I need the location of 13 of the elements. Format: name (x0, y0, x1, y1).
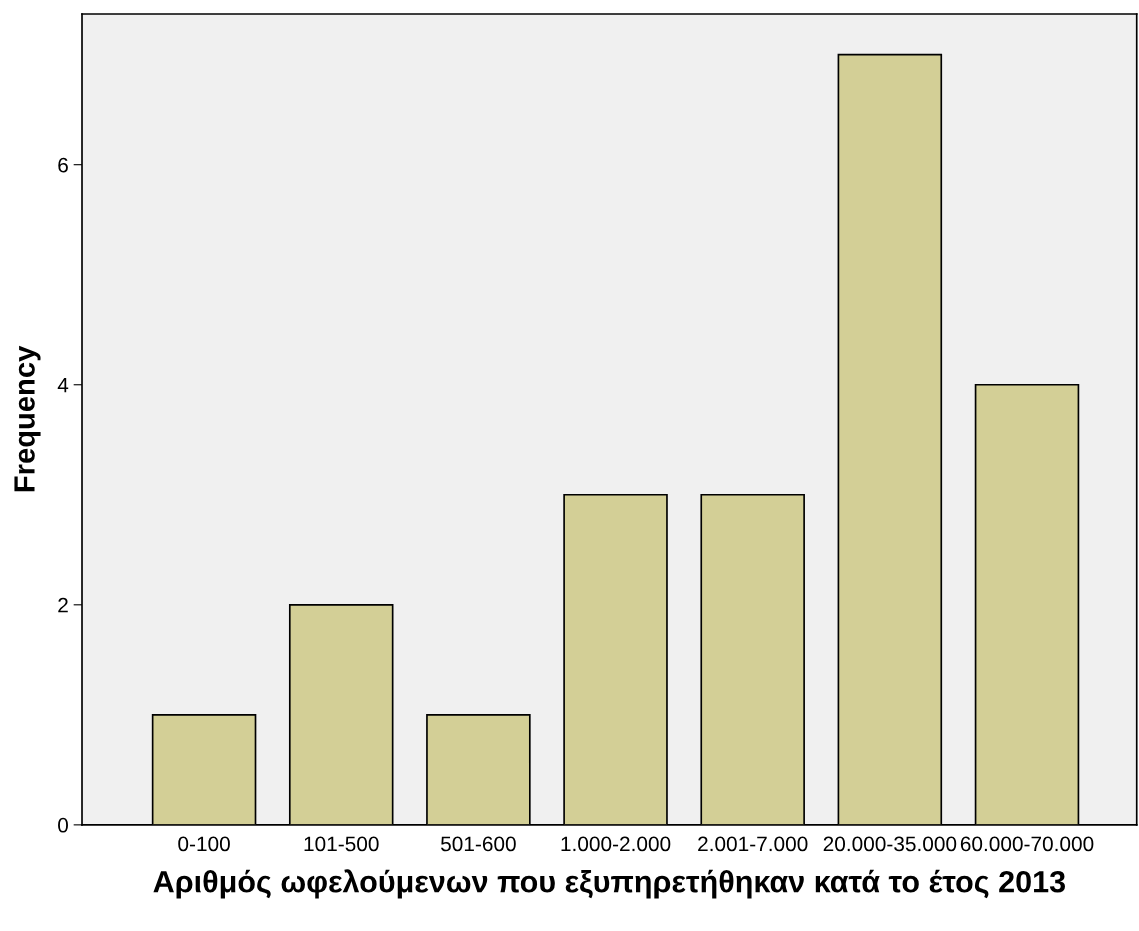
x-tick-label: 2.001-7.000 (698, 836, 808, 852)
x-tick-label: 20.000-35.000 (823, 836, 957, 852)
y-tick-label: 6 (58, 157, 68, 173)
y-tick-label: 0 (58, 817, 68, 833)
x-tick-label: 101-500 (304, 836, 379, 852)
x-tick-label: 501-600 (440, 836, 516, 852)
y-tick-label: 4 (57, 377, 69, 393)
x-axis-title: Αριθμός ωφελούμενων που εξυπηρετήθηκαν κατά το έτος 2013 (153, 869, 1065, 899)
x-tick-label: 0-100 (178, 836, 230, 852)
y-axis-title: Frequency (14, 345, 41, 492)
x-tick-label: 1.000-2.000 (561, 836, 671, 852)
y-tick-label: 2 (58, 597, 68, 613)
x-tick-label: 60.000-70.000 (960, 836, 1094, 852)
